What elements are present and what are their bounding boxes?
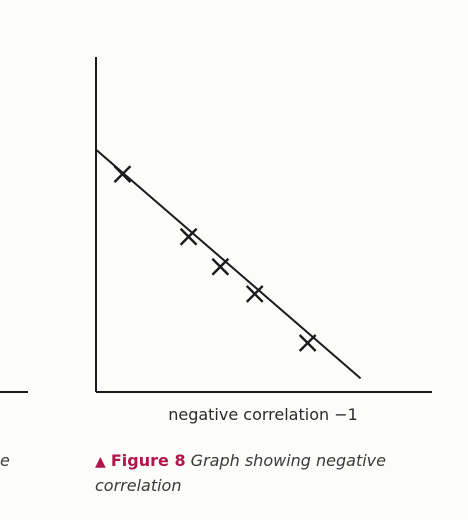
figure-caption-text: Graph showing negative correlation (95, 451, 386, 495)
x-axis-label: negative correlation −1 (168, 405, 358, 424)
triangle-marker-icon: ▲ (95, 454, 106, 470)
trend-line (95, 148, 362, 380)
neighbor-caption-fragment: e (0, 451, 10, 470)
data-point-4 (245, 285, 264, 303)
data-point-3 (211, 257, 230, 276)
data-point-5 (298, 334, 317, 352)
figure-label: Figure 8 (110, 451, 186, 470)
data-point-1 (113, 165, 132, 183)
figure-caption: ▲ Figure 8 Graph showing negative correl… (95, 449, 445, 498)
data-point-2 (179, 227, 198, 246)
data-points (113, 165, 317, 352)
